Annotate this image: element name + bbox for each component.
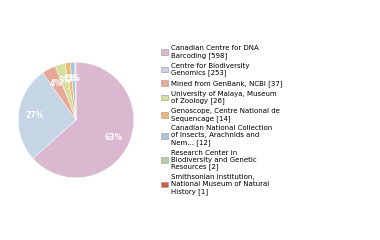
Wedge shape (55, 63, 76, 120)
Wedge shape (75, 62, 76, 120)
Wedge shape (18, 73, 76, 158)
Wedge shape (70, 62, 76, 120)
Text: 63%: 63% (105, 132, 123, 142)
Text: 3%: 3% (58, 76, 71, 84)
Text: 1%: 1% (67, 74, 80, 83)
Text: 4%: 4% (50, 79, 63, 88)
Text: 27%: 27% (25, 111, 44, 120)
Legend: Canadian Centre for DNA
Barcoding [598], Centre for Biodiversity
Genomics [253],: Canadian Centre for DNA Barcoding [598],… (160, 44, 284, 196)
Wedge shape (65, 63, 76, 120)
Text: 1%: 1% (63, 74, 76, 83)
Wedge shape (43, 66, 76, 120)
Wedge shape (33, 62, 134, 178)
